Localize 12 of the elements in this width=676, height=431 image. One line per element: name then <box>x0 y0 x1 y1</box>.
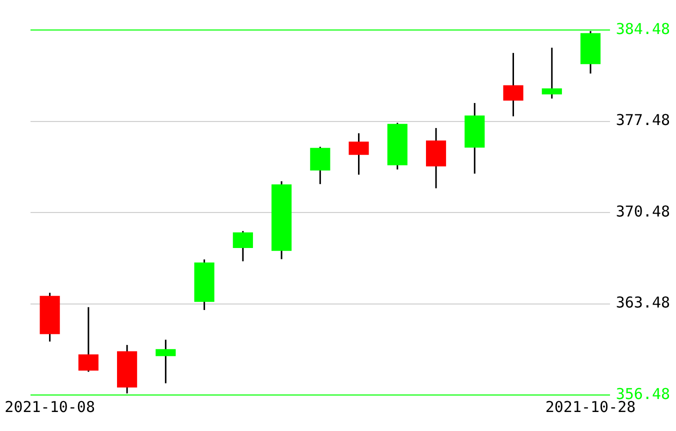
y-tick-label: 384.48 <box>616 20 670 38</box>
candlestick <box>542 46 562 100</box>
y-tick-label: 377.48 <box>616 111 670 130</box>
x-tick-label: 2021-10-08 <box>4 398 95 416</box>
candlestick <box>310 146 330 185</box>
y-tick-label: 370.48 <box>616 202 670 220</box>
candlestick <box>503 52 524 118</box>
candlestick <box>78 306 98 373</box>
candlestick <box>232 230 253 262</box>
candlestick <box>156 338 176 384</box>
candlestick <box>348 132 369 176</box>
y-tick-label: 363.48 <box>616 294 670 312</box>
